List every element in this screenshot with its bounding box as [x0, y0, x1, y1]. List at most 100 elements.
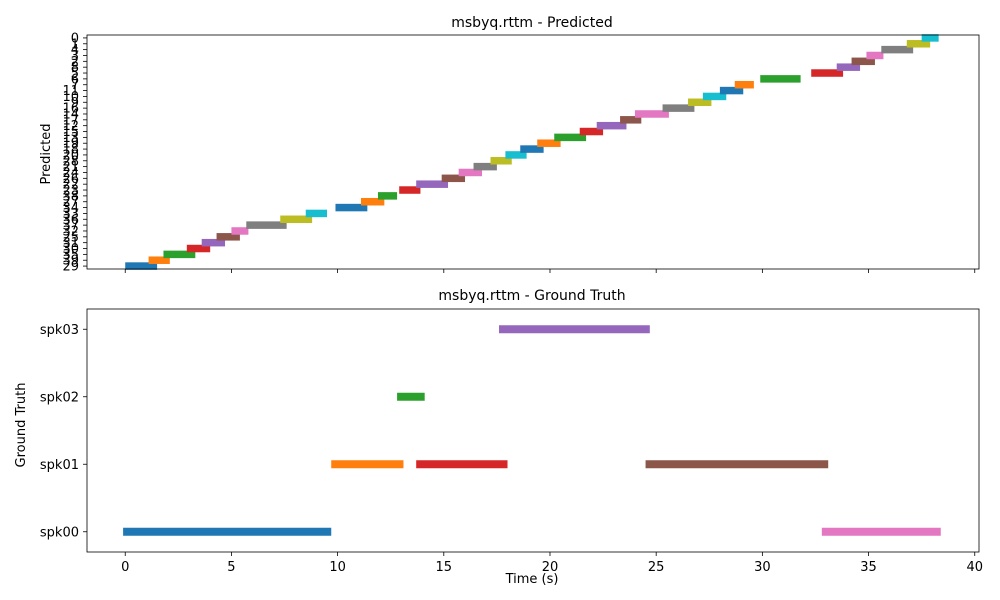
- predicted-segment-34: [836, 63, 861, 71]
- ground-truth-ytick-label-3: spk03: [40, 323, 79, 338]
- predicted-ytick-label-9: 33: [62, 207, 79, 222]
- predicted-segment-33: [811, 69, 844, 77]
- predicted-segment-0: [125, 262, 158, 270]
- ground-truth-segment-6: [821, 527, 941, 536]
- predicted-ytick-label-22: 13: [62, 131, 79, 146]
- ground-truth-xtick-label-0: 0: [121, 560, 129, 575]
- ground-truth-panel: msbyq.rttm - Ground Truth Ground Truth T…: [14, 288, 983, 587]
- predicted-ytick-label-30: 11: [62, 84, 79, 99]
- ground-truth-chart-title: msbyq.rttm - Ground Truth: [438, 288, 625, 304]
- predicted-ytick-label-4: 31: [62, 236, 79, 251]
- ground-truth-ytick-label-0: spk00: [40, 525, 79, 540]
- predicted-segment-3: [186, 244, 211, 253]
- predicted-ytick-label-6: 32: [62, 224, 79, 239]
- predicted-segment-6: [231, 227, 249, 235]
- predicted-segment-21: [537, 139, 561, 147]
- predicted-segment-17: [473, 162, 497, 171]
- ground-truth-segment-2: [397, 392, 425, 401]
- predicted-ytick-label-20: 18: [62, 143, 79, 158]
- predicted-segment-35: [851, 57, 875, 66]
- predicted-segment-39: [921, 34, 939, 42]
- predicted-segment-4: [201, 238, 226, 247]
- predicted-segment-28: [688, 98, 712, 107]
- predicted-ytick-label-23: 15: [62, 125, 79, 140]
- predicted-ytick-label-7: 37: [62, 219, 79, 234]
- predicted-segment-27: [662, 104, 695, 112]
- predicted-segment-25: [620, 116, 642, 124]
- ground-truth-segment-5: [645, 460, 829, 469]
- predicted-ytick-label-25: 17: [62, 113, 79, 128]
- predicted-segment-12: [377, 192, 398, 200]
- ground-truth-xtick-label-4: 20: [542, 560, 559, 575]
- predicted-segment-36: [866, 51, 884, 60]
- predicted-segment-31: [734, 80, 754, 89]
- predicted-ytick-label-16: 24: [62, 166, 79, 181]
- ground-truth-segment-1: [331, 460, 404, 469]
- predicted-ytick-label-28: 9: [71, 96, 79, 111]
- predicted-ytick-label-2: 35: [62, 248, 79, 263]
- ground-truth-segment-4: [499, 325, 650, 334]
- predicted-ytick-label-26: 14: [62, 107, 79, 122]
- predicted-segment-16: [458, 168, 483, 177]
- predicted-plot-frame: [86, 34, 980, 270]
- predicted-segment-23: [579, 127, 604, 136]
- predicted-ytick-label-11: 27: [62, 195, 79, 210]
- predicted-ytick-label-3: 30: [62, 242, 79, 257]
- predicted-ytick-label-13: 23: [62, 184, 79, 199]
- predicted-ytick-label-0: 29: [62, 260, 79, 275]
- predicted-segment-19: [505, 151, 527, 159]
- predicted-ytick-label-8: 36: [62, 213, 79, 228]
- predicted-ytick-label-15: 26: [62, 172, 79, 187]
- predicted-segment-37: [881, 45, 914, 54]
- ground-truth-ytick-label-2: spk02: [40, 390, 79, 405]
- ground-truth-ytick-label-1: spk01: [40, 458, 79, 473]
- x-axis-label: Time (s): [505, 572, 559, 587]
- predicted-ytick-label-39: 0: [71, 31, 79, 46]
- predicted-ytick-label-10: 34: [62, 201, 79, 216]
- predicted-segment-30: [719, 86, 744, 95]
- ground-truth-xtick-label-1: 5: [227, 560, 235, 575]
- predicted-segment-24: [596, 121, 627, 130]
- predicted-ytick-label-32: 6: [71, 72, 79, 87]
- predicted-segment-14: [416, 180, 449, 188]
- predicted-segment-38: [906, 40, 931, 48]
- predicted-segment-18: [490, 157, 512, 165]
- ground-truth-xtick-label-7: 35: [860, 560, 877, 575]
- predicted-ytick-label-33: 5: [71, 67, 79, 82]
- ground-truth-xtick-label-3: 15: [436, 560, 453, 575]
- predicted-ytick-label-36: 3: [71, 49, 79, 64]
- predicted-ytick-label-12: 38: [62, 189, 79, 204]
- predicted-ytick-label-24: 12: [62, 119, 79, 134]
- predicted-ytick-label-37: 4: [71, 43, 79, 58]
- predicted-ytick-label-34: 8: [71, 61, 79, 76]
- predicted-segment-13: [399, 186, 421, 194]
- predicted-segment-1: [148, 256, 170, 264]
- predicted-ytick-label-27: 16: [62, 102, 79, 117]
- predicted-ytick-label-38: 1: [71, 37, 79, 52]
- predicted-segment-5: [216, 233, 240, 241]
- predicted-segment-29: [702, 92, 727, 101]
- predicted-ytick-label-17: 21: [62, 160, 79, 175]
- predicted-panel: msbyq.rttm - Predicted Predicted 2939353…: [39, 15, 980, 275]
- predicted-segment-7: [246, 221, 287, 229]
- ground-truth-xtick-label-2: 10: [329, 560, 346, 575]
- predicted-ytick-label-29: 10: [62, 90, 79, 105]
- predicted-segment-2: [163, 250, 196, 259]
- predicted-ytick-label-21: 19: [62, 137, 79, 152]
- predicted-ytick-label-1: 39: [62, 254, 79, 269]
- predicted-ytick-label-18: 28: [62, 154, 79, 169]
- predicted-ytick-label-5: 25: [62, 230, 79, 245]
- predicted-ytick-label-19: 20: [62, 148, 79, 163]
- predicted-ytick-label-31: 7: [71, 78, 79, 93]
- predicted-segment-32: [760, 75, 801, 83]
- predicted-ytick-label-35: 2: [71, 55, 79, 70]
- ground-truth-plot-frame: [86, 308, 980, 553]
- predicted-segment-20: [520, 145, 544, 153]
- ground-truth-xtick-label-5: 25: [648, 560, 665, 575]
- predicted-y-axis-label: Predicted: [39, 123, 54, 184]
- ground-truth-segment-3: [416, 460, 508, 469]
- predicted-segment-9: [305, 209, 327, 218]
- ground-truth-xtick-label-8: 40: [966, 560, 983, 575]
- ground-truth-y-axis-label: Ground Truth: [14, 383, 29, 468]
